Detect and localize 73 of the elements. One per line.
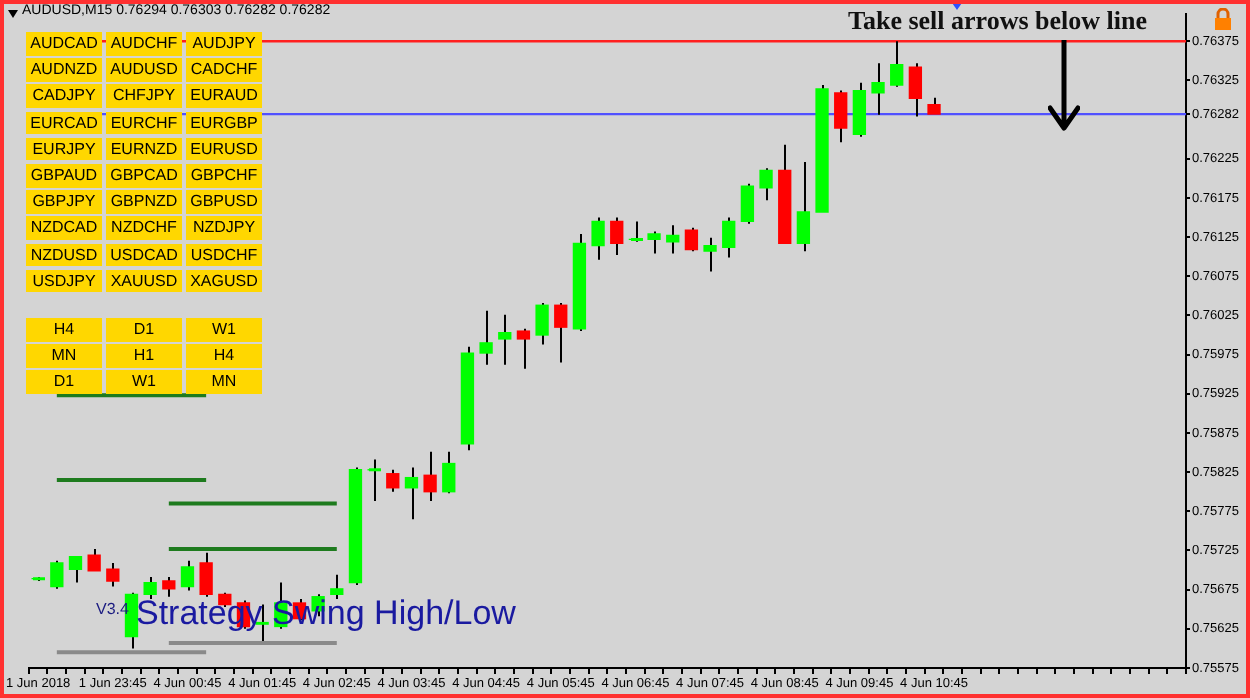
annotation: GBPUSD (186, 190, 262, 214)
candlestick (554, 301, 568, 364)
annotation: EURCHF (106, 111, 182, 135)
candlestick (908, 62, 923, 118)
annotation: EURGBP (186, 111, 262, 135)
annotation: GBPCAD (106, 164, 182, 187)
candlestick (871, 62, 885, 116)
annotation: USDCHF (186, 243, 262, 267)
candlestick (852, 81, 867, 138)
annotation: H1 (106, 344, 182, 368)
annotation: USDJPY (26, 269, 102, 293)
annotation: GBPCHF (186, 164, 262, 187)
annotation: GBPJPY (26, 190, 102, 214)
annotation: H4 (186, 344, 262, 368)
annotation: CADJPY (26, 84, 102, 108)
candlestick (330, 573, 344, 601)
candlestick (647, 230, 661, 255)
candlestick (703, 236, 717, 273)
annotation: AUDCHF (106, 32, 182, 55)
annotation: AUDUSD (106, 58, 182, 82)
annotation: GBPAUD (26, 164, 102, 187)
candlestick (535, 301, 549, 346)
candlestick (498, 313, 512, 366)
annotation: NZDCHF (106, 216, 182, 240)
annotation: NZDJPY (186, 216, 262, 240)
candlestick (162, 576, 176, 598)
candlestick (386, 468, 400, 493)
candlestick (50, 559, 64, 590)
candlestick (143, 576, 157, 601)
candlestick (722, 216, 736, 259)
annotation: EURAUD (186, 84, 262, 108)
annotation: W1 (186, 318, 262, 341)
annotation: CHFJPY (106, 84, 182, 108)
annotation: EURNZD (106, 137, 182, 161)
annotation: W1 (106, 370, 182, 394)
candlestick (890, 40, 904, 88)
candlestick (610, 216, 624, 257)
annotation: XAUUSD (106, 269, 182, 293)
candlestick (199, 551, 213, 598)
annotation: AUDJPY (186, 32, 262, 55)
annotation: D1 (106, 318, 182, 341)
annotation: USDCAD (106, 243, 182, 267)
candlestick (684, 226, 699, 253)
annotation: EURUSD (186, 137, 262, 161)
annotation: CADCHF (186, 58, 262, 82)
candlestick (740, 182, 755, 225)
candlestick (404, 466, 419, 521)
candlestick (796, 160, 811, 253)
annotation: EURCAD (26, 111, 102, 135)
annotation: AUDNZD (26, 58, 102, 82)
candlestick (442, 450, 456, 495)
annotation: NZDUSD (26, 243, 102, 267)
candlestick (180, 559, 195, 592)
candlestick (591, 216, 605, 261)
annotation: Take sell arrows below line (848, 4, 1148, 35)
candlestick (423, 450, 437, 503)
annotation: EURJPY (26, 137, 102, 161)
candlestick (834, 89, 848, 144)
annotation: MN (186, 370, 262, 394)
candlestick (516, 327, 531, 370)
candlestick (479, 309, 493, 366)
candlestick (666, 224, 680, 255)
annotation: AUDCAD (26, 32, 102, 55)
candlestick (106, 562, 120, 588)
annotation: NZDCAD (26, 216, 102, 240)
candlestick (87, 547, 101, 572)
annotation: H4 (26, 318, 102, 341)
annotation: D1 (26, 370, 102, 394)
annotation: XAGUSD (186, 269, 262, 293)
annotation: MN (26, 344, 102, 368)
candlestick (68, 555, 83, 584)
candlestick (759, 167, 773, 202)
annotation: GBPNZD (106, 190, 182, 214)
